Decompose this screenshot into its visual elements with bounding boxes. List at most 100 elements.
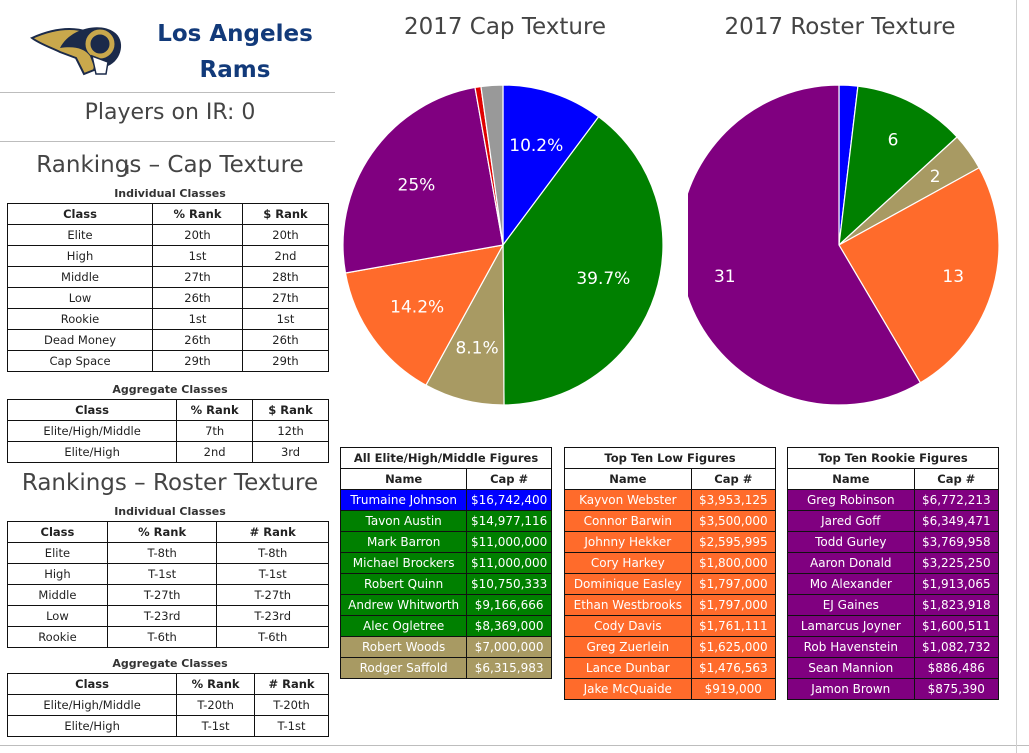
table-row: Middle 27th 28th: [6, 266, 330, 288]
player-cap: $6,315,983: [466, 657, 552, 679]
column-header: Cap #: [913, 468, 1000, 490]
pie-slice: [344, 244, 505, 387]
table-cell: Elite/High/Middle: [6, 420, 178, 442]
team-name-line2: Rams: [199, 57, 271, 83]
player-name: Dominique Easley: [564, 573, 692, 595]
table-row: Aaron Donald $3,225,250: [787, 552, 1000, 574]
table-cell: Elite: [7, 542, 108, 564]
player-cap: $1,600,511: [913, 615, 1000, 637]
player-cap: $886,486: [913, 657, 1000, 679]
divider: [0, 141, 335, 142]
cap-individual-title: Individual Classes: [114, 187, 226, 200]
pie-slice-label: 8.1%: [455, 338, 498, 358]
text-cursor-icon: I: [126, 163, 130, 177]
table-row: Lance Dunbar $1,476,563: [564, 657, 777, 679]
player-cap: $11,000,000: [466, 552, 552, 574]
table-cell: 2nd: [176, 441, 254, 463]
table-cell: T-23rd: [106, 605, 218, 627]
column-header: Class: [7, 521, 108, 543]
roster-aggregate-title: Aggregate Classes: [112, 657, 228, 670]
player-name: Rob Havenstein: [787, 636, 915, 658]
player-name: EJ Gaines: [787, 594, 915, 616]
player-cap: $1,913,065: [913, 573, 1000, 595]
roster-chart-title: 2017 Roster Texture: [724, 14, 956, 40]
team-name: Los Angeles Rams: [135, 16, 335, 88]
column-header: Class: [6, 203, 154, 225]
table-header-row: Name Cap #: [564, 468, 777, 490]
pie-slice-label: 25%: [398, 176, 436, 196]
right-border: [1016, 0, 1017, 753]
table-cell: 26th: [152, 329, 243, 351]
player-name: Lamarcus Joyner: [787, 615, 915, 637]
table-cell: T-27th: [106, 584, 218, 606]
table-cell: T-6th: [106, 626, 218, 648]
player-name: Jake McQuaide: [564, 678, 692, 700]
table-header-row: Class% Rank $ Rank: [6, 203, 330, 225]
player-cap: $9,166,666: [466, 594, 552, 616]
roster-individual-table: Class% Rank # Rank Elite T-8th T-8th High T-1s…: [7, 521, 329, 648]
pie-slice: [342, 86, 504, 274]
table-row: Cory Harkey $1,800,000: [564, 552, 777, 574]
table-row: Rookie 1st 1st: [6, 308, 330, 330]
table-row: Elite 20th 20th: [6, 224, 330, 246]
table-title-row: Top Ten Low Figures: [564, 447, 776, 469]
table-cell: 7th: [176, 420, 254, 442]
table-row: Robert Quinn $10,750,333: [339, 573, 552, 595]
table-cell: 26th: [241, 329, 330, 351]
player-cap: $11,000,000: [466, 531, 552, 553]
table-row: Jake McQuaide $919,000: [564, 678, 777, 700]
table-cell: Low: [7, 605, 108, 627]
roster-pie-chart: 6 2 13 31: [688, 84, 1000, 406]
table-row: High 1st 2nd: [6, 245, 330, 267]
table-title-row: All Elite/High/Middle Figures: [340, 447, 552, 469]
table-cell: Middle: [7, 584, 108, 606]
column-header: Name: [339, 468, 468, 490]
table-cell: 28th: [241, 266, 330, 288]
player-cap: $919,000: [690, 678, 777, 700]
table-cell: T-23rd: [216, 605, 329, 627]
player-cap: $3,500,000: [690, 510, 777, 532]
player-name: Todd Gurley: [787, 531, 915, 553]
top-ten-rookie-figures-table: Top Ten Rookie Figures Name Cap # Greg Robi…: [787, 447, 1000, 700]
player-cap: $2,595,995: [690, 531, 777, 553]
players-on-ir: Players on IR: 0: [84, 100, 256, 125]
table-cell: Elite/High: [6, 715, 178, 737]
table-cell: T-27th: [216, 584, 329, 606]
cap-rankings-title: Rankings – Cap Texture: [36, 152, 304, 178]
table-row: Todd Gurley $3,769,958: [787, 531, 1000, 553]
table-row: Tavon Austin $14,977,116: [339, 510, 552, 532]
column-header: Class: [6, 673, 178, 695]
player-cap: $1,476,563: [690, 657, 777, 679]
roster-rankings-title: Rankings – Roster Texture: [21, 470, 319, 496]
table-title-row: Top Ten Rookie Figures: [787, 447, 999, 469]
column-header: Class: [6, 399, 178, 421]
player-cap: $6,349,471: [913, 510, 1000, 532]
player-cap: $1,797,000: [690, 573, 777, 595]
column-header: Name: [564, 468, 692, 490]
table-cell: T-8th: [106, 542, 218, 564]
table-cell: 2nd: [241, 245, 330, 267]
table-cell: T-6th: [216, 626, 329, 648]
player-name: Rodger Saffold: [339, 657, 468, 679]
table-row: Dominique Easley $1,797,000: [564, 573, 777, 595]
table-cell: T-1st: [176, 715, 256, 737]
player-cap: $16,742,400: [466, 489, 552, 511]
cap-aggregate-table: Class% Rank $ Rank Elite/High/Middle 7th 12t…: [6, 399, 329, 463]
player-cap: $1,082,732: [913, 636, 1000, 658]
player-cap: $6,772,213: [913, 489, 1000, 511]
elite-high-middle-figures-table: All Elite/High/Middle Figures Name Cap # Tr…: [339, 447, 552, 679]
table-cell: Middle: [6, 266, 154, 288]
column-header: Name: [787, 468, 915, 490]
table-header-row: Class% Rank # Rank: [7, 521, 329, 543]
table-row: Rookie T-6th T-6th: [7, 626, 329, 648]
column-header: % Rank: [106, 521, 218, 543]
player-cap: $3,953,125: [690, 489, 777, 511]
table-cell: Low: [6, 287, 154, 309]
player-cap: $1,823,918: [913, 594, 1000, 616]
player-name: Sean Mannion: [787, 657, 915, 679]
table-cell: Elite/High: [6, 441, 178, 463]
player-name: Mark Barron: [339, 531, 468, 553]
player-name: Andrew Whitworth: [339, 594, 468, 616]
player-name: Alec Ogletree: [339, 615, 468, 637]
table-row: Kayvon Webster $3,953,125: [564, 489, 777, 511]
